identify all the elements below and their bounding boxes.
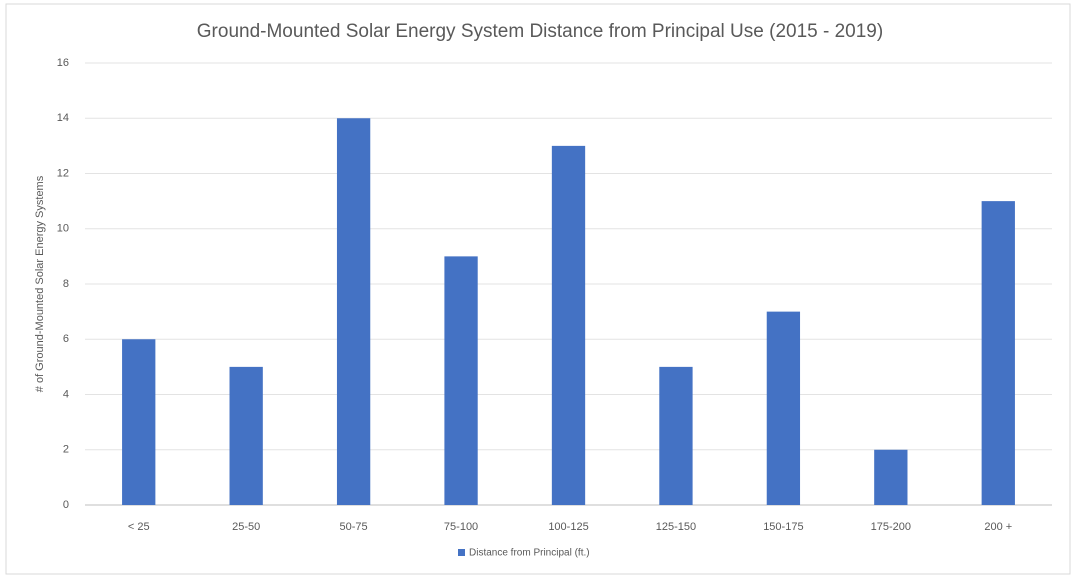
chart-title: Ground-Mounted Solar Energy System Dista… bbox=[197, 21, 883, 42]
bar bbox=[874, 449, 908, 505]
bar bbox=[336, 118, 371, 505]
x-tick-label: 100-125 bbox=[548, 521, 588, 533]
x-tick-label: 125-150 bbox=[656, 521, 696, 533]
x-tick-label: 200 + bbox=[984, 521, 1012, 533]
bar bbox=[981, 201, 1015, 505]
bar bbox=[122, 339, 156, 505]
bar bbox=[766, 311, 801, 505]
y-tick-label: 2 bbox=[63, 444, 69, 456]
legend-swatch bbox=[458, 549, 465, 556]
x-tick-label: 175-200 bbox=[871, 521, 911, 533]
legend-label: Distance from Principal (ft.) bbox=[469, 548, 590, 559]
y-tick-label: 16 bbox=[57, 57, 69, 69]
y-tick-label: 8 bbox=[63, 278, 69, 290]
x-tick-label: 75-100 bbox=[444, 521, 478, 533]
y-axis-label: # of Ground-Mounted Solar Energy Systems bbox=[34, 175, 46, 392]
y-tick-label: 4 bbox=[63, 388, 69, 400]
bar bbox=[659, 366, 693, 505]
x-tick-label: 150-175 bbox=[763, 521, 803, 533]
y-tick-label: 0 bbox=[63, 499, 69, 511]
y-tick-label: 10 bbox=[57, 223, 69, 235]
x-tick-label: 25-50 bbox=[232, 521, 260, 533]
x-tick-label: < 25 bbox=[128, 521, 150, 533]
chart-border bbox=[5, 3, 1071, 575]
bar bbox=[229, 366, 263, 505]
bar bbox=[551, 145, 586, 505]
bar bbox=[444, 256, 478, 505]
x-tick-label: 50-75 bbox=[340, 521, 368, 533]
y-tick-label: 6 bbox=[63, 333, 69, 345]
y-tick-label: 14 bbox=[57, 112, 69, 124]
y-tick-label: 12 bbox=[57, 167, 69, 179]
